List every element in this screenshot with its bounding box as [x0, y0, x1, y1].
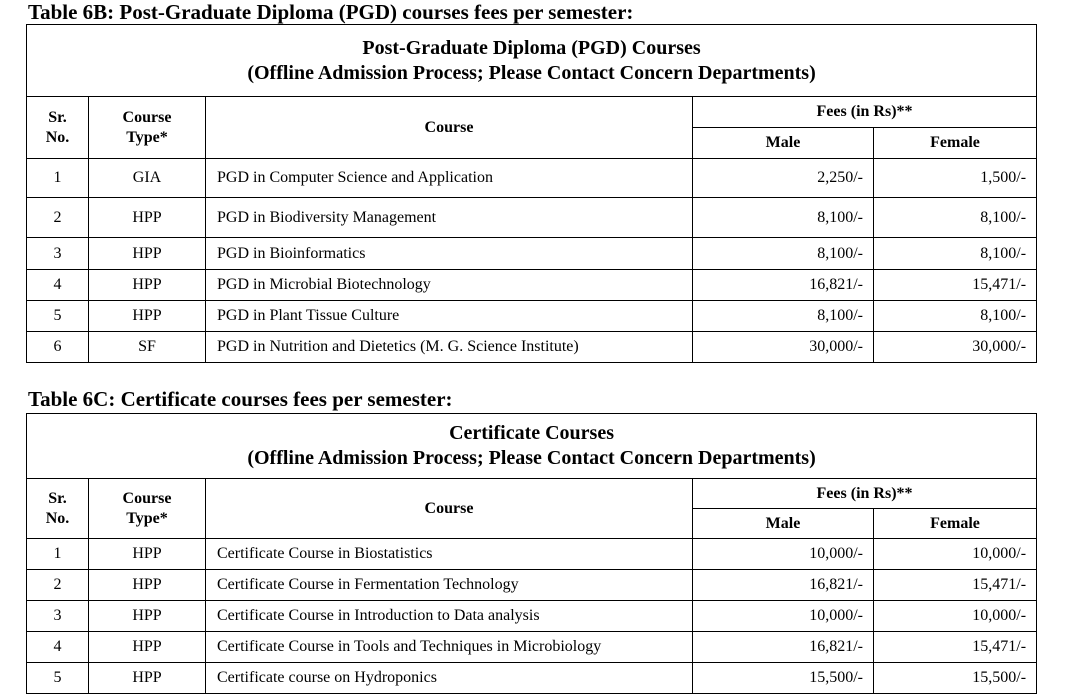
title-line: Post-Graduate Diploma (PGD) Courses [362, 36, 701, 59]
data-cell: HPP [88, 300, 206, 332]
data-cell: 1,500/- [872, 158, 1038, 198]
data-cell: PGD in Microbial Biotechnology [205, 269, 693, 301]
fees-table: Certificate Courses (Offline Admission Pr… [25, 413, 1038, 694]
header-cell: Course Type* [88, 478, 206, 539]
table-heading: Table 6B: Post-Graduate Diploma (PGD) co… [28, 0, 634, 24]
data-cell: 4 [26, 631, 89, 663]
header-row: Male Female [27, 508, 1038, 539]
data-cell: 2 [26, 569, 89, 601]
data-cell: 8,100/- [872, 197, 1038, 238]
header-row: Male Female [27, 127, 1038, 159]
data-cell: 15,500/- [872, 662, 1038, 694]
fees-table: Post-Graduate Diploma (PGD) Courses (Offl… [25, 24, 1038, 363]
data-cell: PGD in Bioinformatics [205, 237, 693, 270]
header-cell: Course [205, 478, 693, 539]
data-cell: 16,821/- [692, 269, 874, 301]
data-cell: 1 [26, 538, 89, 570]
data-cell: HPP [88, 197, 206, 238]
data-cell: 4 [26, 269, 89, 301]
header-cell: Fees (in Rs)** [691, 478, 1038, 509]
data-cell: 5 [26, 300, 89, 332]
data-cell: 30,000/- [692, 331, 874, 363]
data-cell: Certificate Course in Tools and Techniqu… [205, 631, 693, 663]
data-cell: Certificate Course in Biostatistics [205, 538, 693, 570]
title-row: Post-Graduate Diploma (PGD) Courses (Offl… [25, 24, 1038, 97]
data-row: 5 HPP PGD in Plant Tissue Culture 8,100/- 8,… [26, 300, 1038, 332]
header-cell: Male [692, 508, 874, 539]
data-row: 2 HPP PGD in Biodiversity Management 8,100/… [26, 197, 1038, 238]
header-row: Sr. No. Course Type* Course Fees (in Rs)** [26, 478, 1038, 539]
data-cell: 2,250/- [692, 158, 874, 198]
data-cell: GIA [88, 158, 206, 198]
data-cell: 8,100/- [692, 197, 874, 238]
data-cell: 10,000/- [692, 600, 874, 632]
title-cell: Post-Graduate Diploma (PGD) Courses (Offl… [25, 24, 1038, 97]
data-cell: HPP [88, 538, 206, 570]
data-cell: 15,471/- [872, 631, 1038, 663]
data-cell: 6 [26, 331, 89, 363]
data-cell: HPP [88, 237, 206, 270]
data-cell: SF [88, 331, 206, 363]
data-cell: HPP [88, 269, 206, 301]
title-line: (Offline Admission Process; Please Conta… [247, 447, 816, 469]
data-cell: 8,100/- [872, 300, 1038, 332]
title-cell: Certificate Courses (Offline Admission Pr… [25, 413, 1038, 479]
header-cell: Male [692, 127, 874, 159]
data-row: 4 HPP Certificate Course in Tools and Tech… [26, 631, 1038, 663]
data-cell: 3 [26, 600, 89, 632]
data-row: 2 HPP Certificate Course in Fermentation T… [26, 569, 1038, 601]
data-row: 1 HPP Certificate Course in Biostatistics 1… [26, 538, 1038, 570]
data-cell: 5 [26, 662, 89, 694]
data-cell: PGD in Biodiversity Management [205, 197, 693, 238]
header-cell: Sr. No. [26, 478, 89, 539]
header-cell: Female [872, 127, 1038, 159]
data-cell: 16,821/- [692, 631, 874, 663]
data-cell: HPP [88, 662, 206, 694]
data-cell: PGD in Plant Tissue Culture [205, 300, 693, 332]
data-cell: Certificate Course in Introduction to Da… [205, 600, 693, 632]
data-cell: 1 [26, 158, 89, 198]
header-cell: Fees (in Rs)** [691, 96, 1038, 128]
data-cell: HPP [88, 631, 206, 663]
data-cell: 10,000/- [872, 538, 1038, 570]
data-cell: HPP [88, 600, 206, 632]
data-cell: 15,500/- [692, 662, 874, 694]
table-heading: Table 6C: Certificate courses fees per s… [28, 387, 453, 411]
header-cell: Female [872, 508, 1038, 539]
data-cell: 15,471/- [872, 269, 1038, 301]
data-cell: 8,100/- [872, 237, 1038, 270]
data-cell: 15,471/- [872, 569, 1038, 601]
data-cell: 10,000/- [872, 600, 1038, 632]
data-row: 4 HPP PGD in Microbial Biotechnology 16,821… [26, 269, 1038, 301]
data-cell: Certificate course on Hydroponics [205, 662, 693, 694]
header-row: Sr. No. Course Type* Course Fees (in Rs)** [26, 96, 1038, 159]
data-cell: 8,100/- [692, 237, 874, 270]
data-cell: 2 [26, 197, 89, 238]
data-row: 6 SF PGD in Nutrition and Dietetics (M. G.… [26, 331, 1038, 363]
data-cell: 30,000/- [872, 331, 1038, 363]
data-row: 3 HPP Certificate Course in Introduction t… [26, 600, 1038, 632]
data-cell: 3 [26, 237, 89, 270]
data-row: 5 HPP Certificate course on Hydroponics 15,… [26, 662, 1038, 694]
data-cell: Certificate Course in Fermentation Techn… [205, 569, 693, 601]
data-cell: 16,821/- [692, 569, 874, 601]
data-row: 1 GIA PGD in Computer Science and Applicat… [26, 158, 1038, 198]
data-cell: PGD in Nutrition and Dietetics (M. G. Sc… [205, 331, 693, 363]
title-line: (Offline Admission Process; Please Conta… [247, 61, 816, 84]
header-cell: Sr. No. [26, 96, 89, 159]
data-row: 3 HPP PGD in Bioinformatics 8,100/- 8,100/- [26, 237, 1038, 270]
data-cell: 8,100/- [692, 300, 874, 332]
data-cell: 10,000/- [692, 538, 874, 570]
header-cell: Course [205, 96, 693, 159]
header-cell: Course Type* [88, 96, 206, 159]
data-cell: HPP [88, 569, 206, 601]
title-line: Certificate Courses [449, 422, 614, 444]
title-row: Certificate Courses (Offline Admission Pr… [25, 413, 1038, 479]
data-cell: PGD in Computer Science and Application [205, 158, 693, 198]
